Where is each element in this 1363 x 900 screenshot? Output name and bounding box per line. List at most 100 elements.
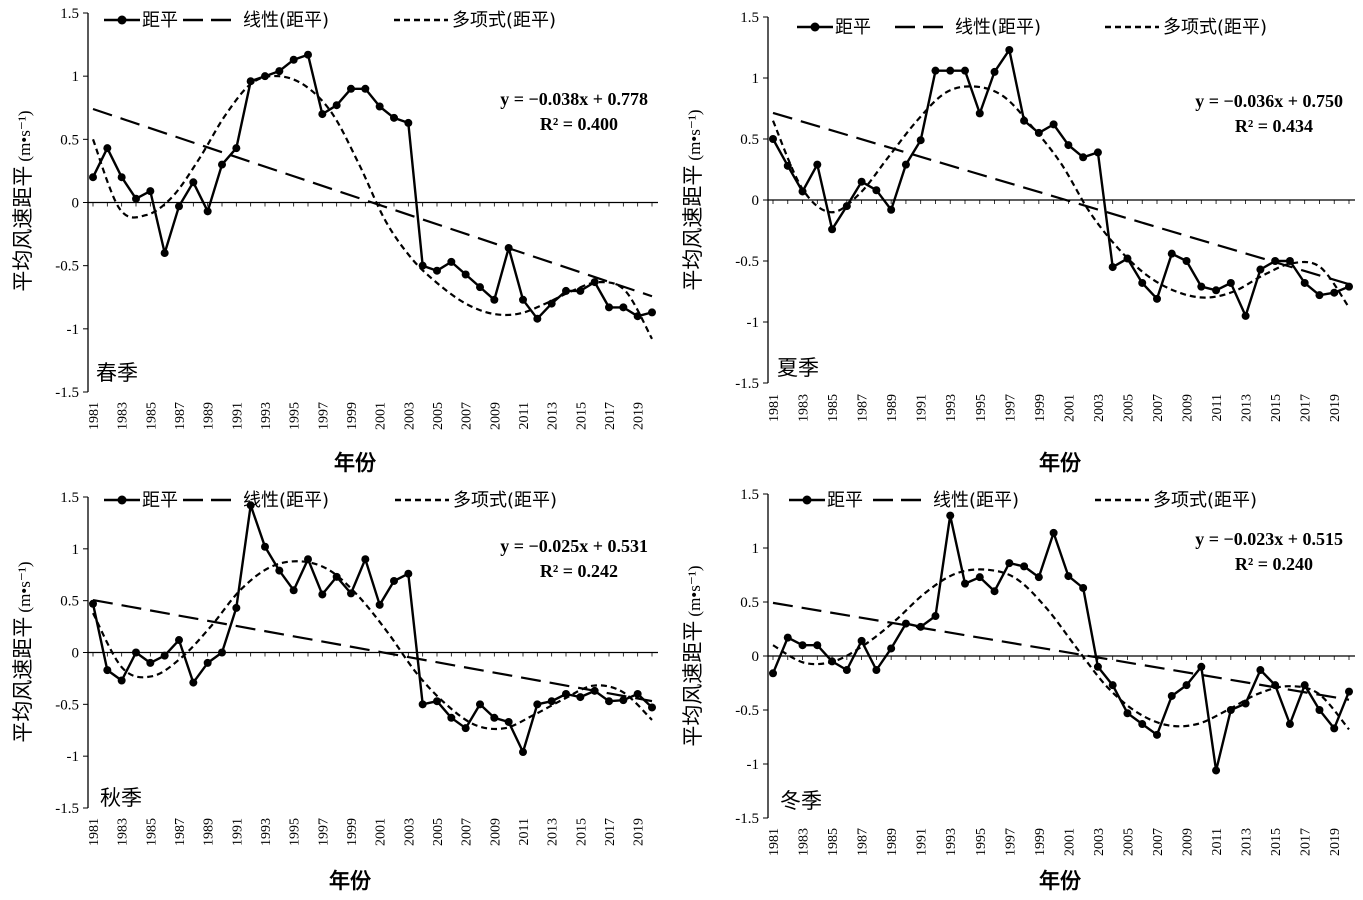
r-squared: R² = 0.240 bbox=[1235, 554, 1313, 574]
data-point bbox=[931, 612, 940, 621]
data-point bbox=[461, 270, 470, 279]
data-point bbox=[975, 573, 984, 582]
x-tick-label: 1989 bbox=[202, 402, 217, 430]
data-point bbox=[361, 555, 370, 564]
data-point bbox=[1345, 687, 1353, 696]
y-axis-label: 平均风速距平 (m•s⁻¹) bbox=[681, 109, 705, 290]
x-tick-label: 1981 bbox=[767, 394, 782, 422]
data-point bbox=[1197, 282, 1206, 291]
x-tick-label: 1997 bbox=[1003, 394, 1018, 422]
data-point bbox=[887, 205, 896, 214]
x-tick-label: 2005 bbox=[1121, 394, 1136, 422]
legend-label-polynomial: 多项式(距平) bbox=[452, 10, 556, 31]
polynomial-trend-line bbox=[91, 74, 653, 340]
data-point bbox=[332, 572, 341, 581]
data-point bbox=[1153, 294, 1161, 303]
data-point bbox=[203, 658, 212, 667]
x-tick-label: 1987 bbox=[856, 828, 871, 856]
data-point bbox=[828, 657, 837, 666]
data-point bbox=[769, 135, 777, 143]
data-point bbox=[783, 161, 792, 170]
data-point bbox=[304, 50, 312, 59]
data-point bbox=[990, 587, 999, 596]
data-point bbox=[961, 579, 969, 588]
data-point bbox=[619, 696, 628, 705]
y-tick-label: -1.5 bbox=[735, 376, 759, 392]
data-point bbox=[590, 278, 599, 287]
data-point bbox=[946, 66, 955, 75]
x-tick-label: 1985 bbox=[144, 818, 159, 846]
data-point bbox=[1020, 562, 1029, 571]
data-point bbox=[1005, 559, 1014, 568]
data-point bbox=[1167, 691, 1176, 700]
data-point bbox=[1049, 528, 1058, 537]
data-point bbox=[490, 713, 499, 722]
data-point bbox=[476, 283, 484, 292]
x-tick-label: 2017 bbox=[1299, 828, 1314, 856]
linear-trend-line bbox=[92, 107, 653, 298]
legend-label-linear: 线性(距平) bbox=[243, 10, 329, 31]
x-tick-label: 2013 bbox=[1240, 394, 1255, 422]
data-point bbox=[246, 501, 255, 510]
data-point bbox=[447, 257, 456, 266]
data-point bbox=[1300, 278, 1309, 287]
x-axis-label: 年份 bbox=[1039, 869, 1082, 893]
x-tick-label: 1985 bbox=[144, 402, 159, 430]
data-point bbox=[404, 118, 413, 127]
data-point bbox=[633, 312, 642, 321]
y-tick-label: -1 bbox=[67, 322, 80, 338]
x-tick-label: 2001 bbox=[1062, 828, 1077, 856]
x-tick-label: 2017 bbox=[603, 818, 618, 846]
y-tick-label: -0.5 bbox=[55, 259, 79, 275]
x-tick-label: 2015 bbox=[1269, 394, 1284, 422]
data-point bbox=[1108, 681, 1117, 690]
y-axis-label-unit: (m•s⁻¹) bbox=[15, 110, 34, 161]
x-tick-label: 2013 bbox=[546, 818, 561, 846]
x-tick-label: 2007 bbox=[1151, 828, 1166, 856]
data-point bbox=[175, 202, 183, 211]
linear-trend-line bbox=[772, 111, 1350, 286]
trend-equation: y = −0.038x + 0.778 bbox=[500, 89, 648, 109]
data-point bbox=[318, 110, 327, 119]
data-point bbox=[361, 84, 370, 93]
y-tick-label: -0.5 bbox=[55, 697, 79, 713]
x-tick-label: 1987 bbox=[856, 394, 871, 422]
y-tick-label: 1 bbox=[72, 69, 80, 85]
anomaly-series-line bbox=[91, 53, 653, 320]
data-point bbox=[318, 590, 327, 599]
x-tick-label: 2001 bbox=[1062, 394, 1077, 422]
legend-marker-anomaly bbox=[117, 15, 127, 25]
data-point bbox=[1093, 148, 1102, 157]
data-point bbox=[289, 586, 298, 595]
data-point bbox=[1182, 681, 1191, 690]
data-point bbox=[1330, 288, 1339, 297]
data-point bbox=[813, 160, 822, 169]
x-tick-label: 1987 bbox=[173, 818, 188, 846]
y-tick-label: -1 bbox=[747, 757, 760, 773]
panel-winter: 1.5 1 0.5 0 -0.5 -1 -1.5 1981 1983 1985 1987 1989 19… bbox=[681, 487, 1355, 893]
x-tick-label: 1999 bbox=[345, 818, 360, 846]
x-tick-label: 1985 bbox=[826, 828, 841, 856]
data-point bbox=[576, 286, 585, 295]
y-tick-label: 1 bbox=[72, 542, 80, 558]
legend-marker-anomaly bbox=[117, 495, 127, 505]
data-point bbox=[605, 303, 613, 312]
y-tick-label: 1 bbox=[752, 71, 760, 87]
data-point bbox=[590, 686, 599, 695]
data-point bbox=[605, 697, 613, 706]
x-tick-label: 1995 bbox=[288, 402, 303, 430]
data-point bbox=[1079, 583, 1088, 592]
panel-spring: 1.5 1 0.5 0 -0.5 -1 -1.5 1981 1983 1985 1987 1989 19… bbox=[11, 6, 658, 475]
data-point bbox=[1315, 291, 1324, 300]
data-point bbox=[1300, 681, 1309, 690]
data-point bbox=[519, 748, 527, 757]
legend-label-polynomial: 多项式(距平) bbox=[1163, 17, 1267, 38]
data-point bbox=[1226, 278, 1235, 287]
y-tick-label: 0.5 bbox=[60, 594, 79, 610]
x-tick-label: 2019 bbox=[632, 818, 647, 846]
x-axis-label: 年份 bbox=[329, 869, 372, 893]
data-point bbox=[946, 511, 955, 520]
x-tick-label: 1999 bbox=[1033, 394, 1048, 422]
data-point bbox=[347, 589, 355, 598]
season-label: 秋季 bbox=[100, 786, 142, 810]
